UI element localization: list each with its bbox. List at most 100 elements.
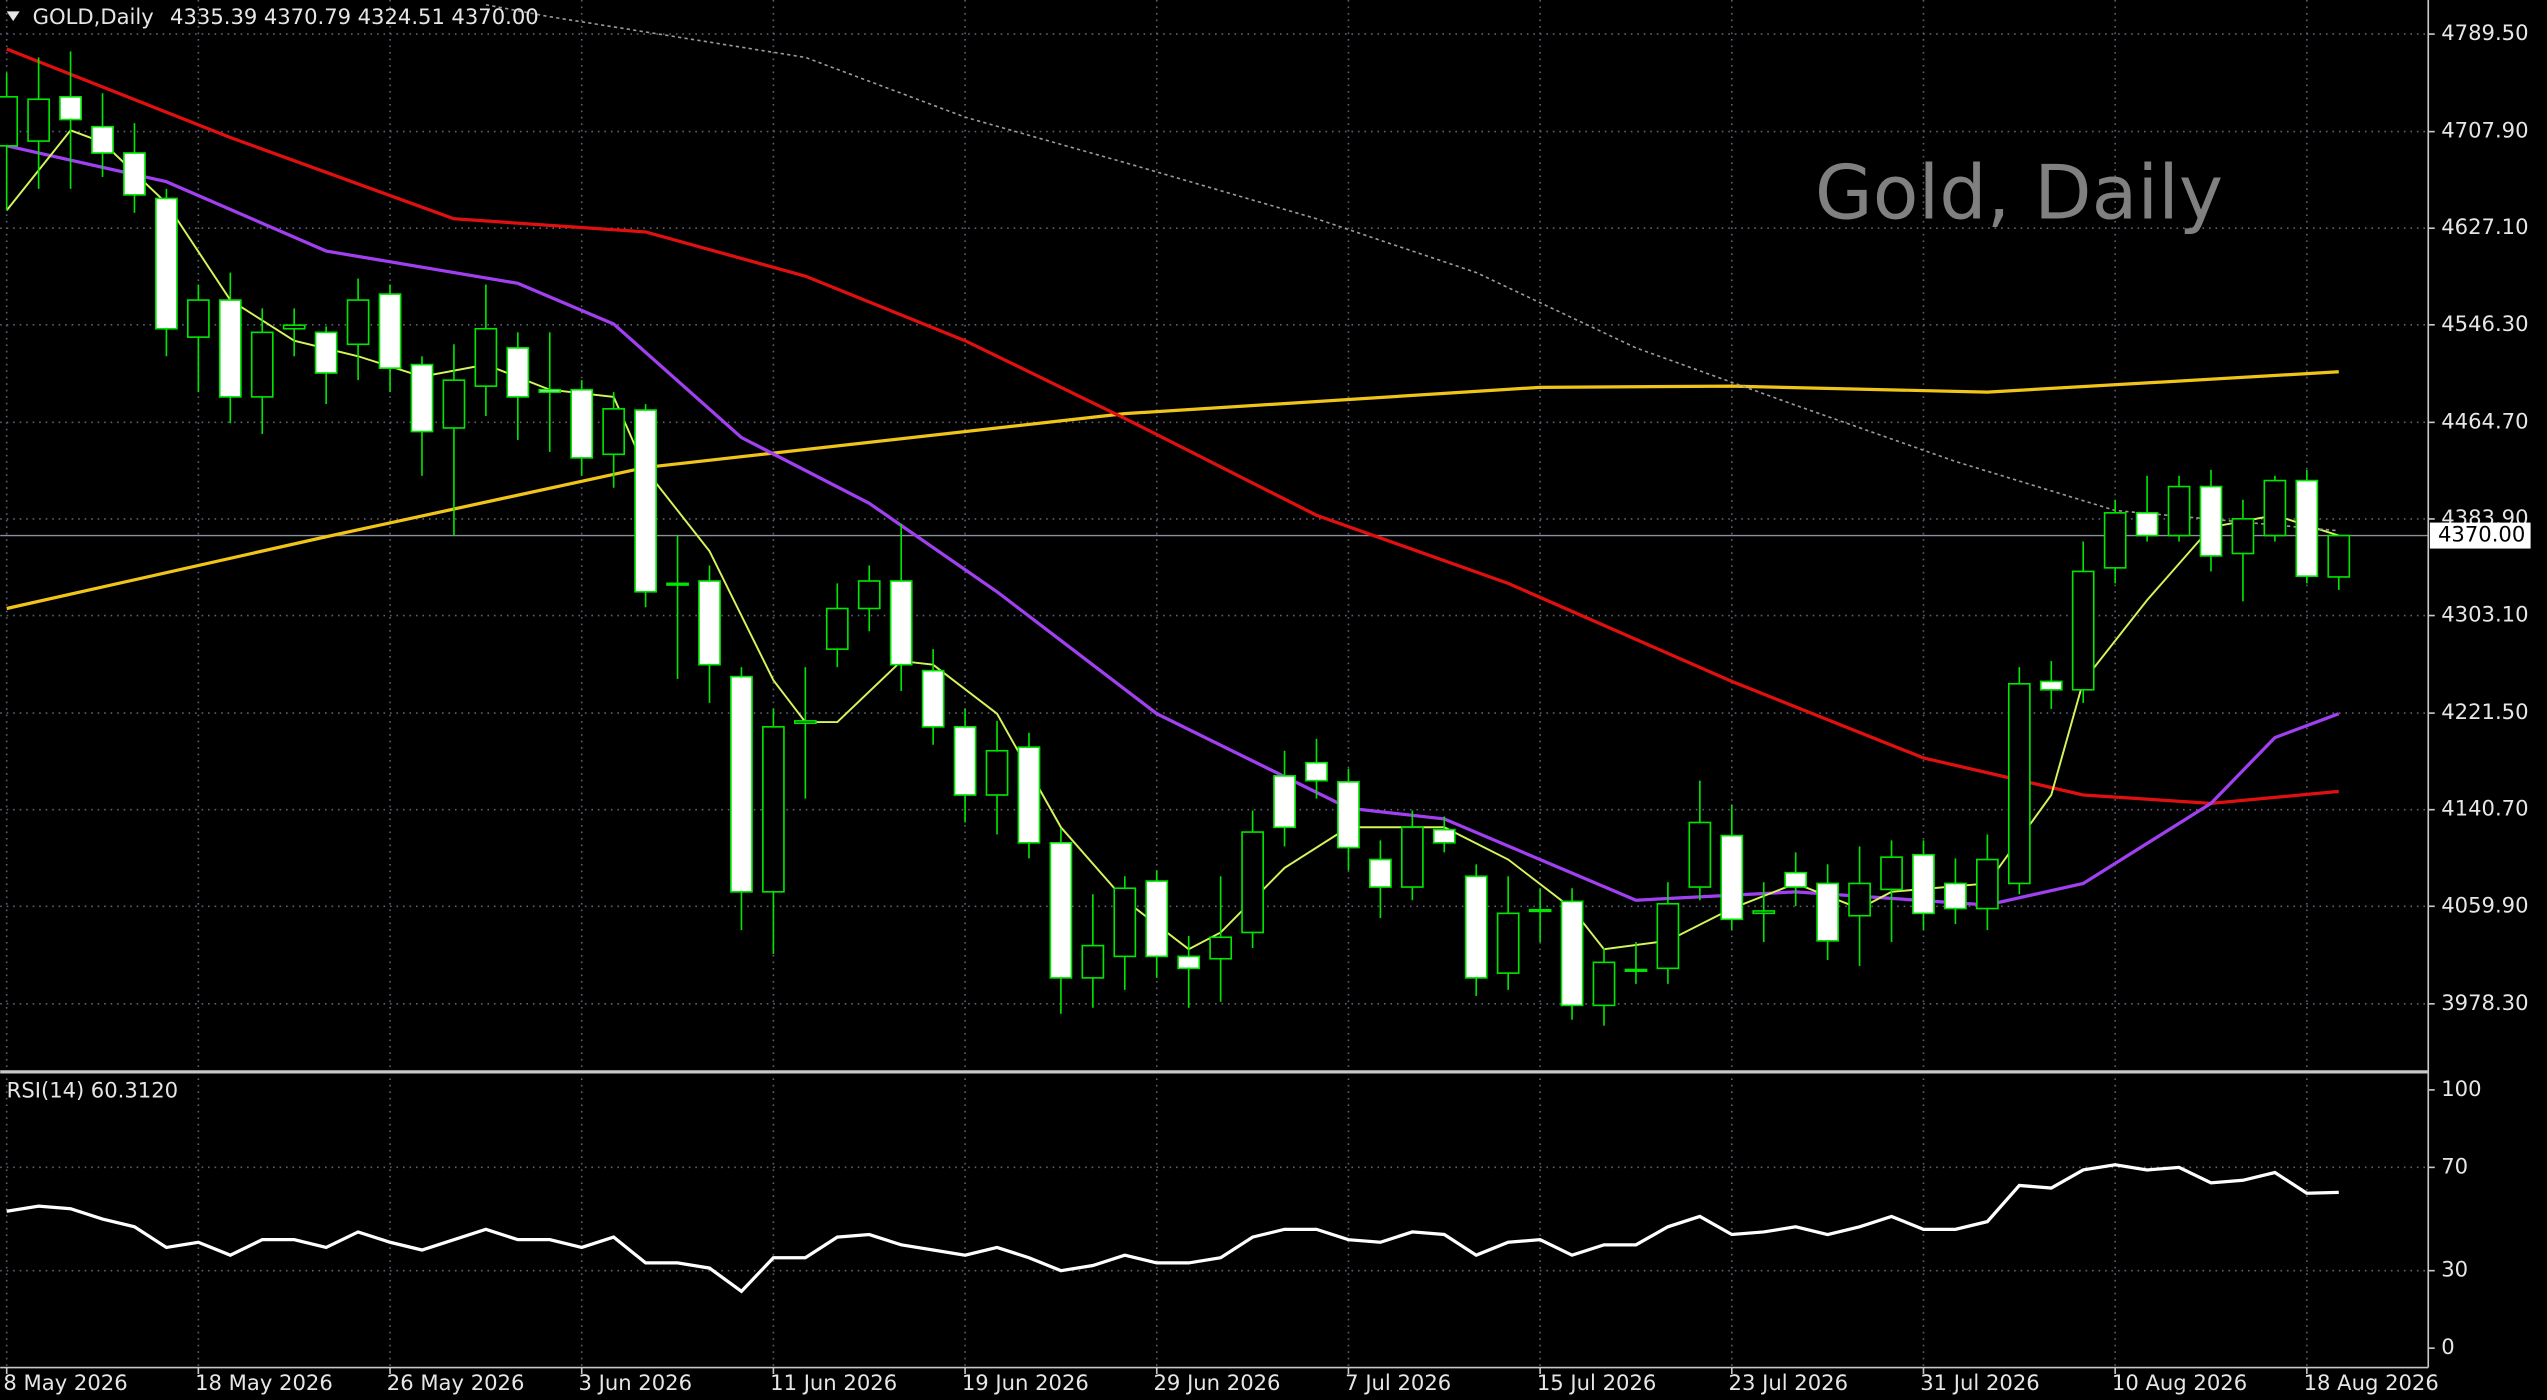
- axes: 8 May 2026 18 May 2026 26 May 2026 3 Jun 20…: [3, 20, 2531, 1395]
- candle-body: [1528, 908, 1552, 913]
- candle-body: [698, 580, 721, 666]
- x-tick-label: 10 Aug 2026: [2112, 1370, 2247, 1395]
- candle-body: [410, 363, 434, 433]
- x-tick-label: 29 Jun 2026: [1154, 1370, 1281, 1395]
- x-tick-label: 11 Jun 2026: [770, 1370, 897, 1395]
- candle-body: [953, 726, 977, 796]
- candle-body: [1880, 856, 1903, 891]
- candle-body: [1976, 858, 1999, 910]
- candle-body: [1369, 858, 1392, 888]
- price-label: 4370.00: [2438, 522, 2525, 547]
- x-tick-label: 26 May 2026: [387, 1370, 525, 1395]
- candle-body: [2327, 534, 2351, 578]
- ohlc-value: 4335.39: [170, 4, 257, 29]
- candle-body: [857, 580, 881, 610]
- candle-body: [2167, 485, 2191, 537]
- candle-body: [1848, 882, 1871, 917]
- candle-body: [730, 675, 753, 893]
- ohlc-value: 4370.79: [264, 4, 351, 29]
- candle-body: [1720, 834, 1744, 921]
- candle-body: [59, 96, 82, 121]
- candle-body: [1816, 882, 1840, 942]
- x-tick-label: 8 May 2026: [3, 1370, 127, 1395]
- candle-body: [250, 331, 274, 398]
- candle-body: [2135, 512, 2159, 537]
- candle-body: [2263, 479, 2287, 537]
- moving-average: [485, 3, 2339, 532]
- ohlc-value: 4370.00: [451, 4, 538, 29]
- candle-body: [1145, 880, 1169, 958]
- watermark: Gold, Daily: [1815, 150, 2223, 237]
- ohlc-value: 4324.51: [358, 4, 445, 29]
- y-tick-label: 4789.50: [2441, 20, 2528, 45]
- indicator-title: RSI(14): [7, 1077, 85, 1102]
- candle-body: [1432, 828, 1456, 844]
- y-tick-label: 4707.90: [2441, 118, 2528, 143]
- y-tick-label: 0: [2441, 1334, 2454, 1359]
- candle-body: [1305, 761, 1328, 782]
- candle-body: [762, 726, 785, 893]
- indicator-value: 60.3120: [91, 1077, 178, 1102]
- y-tick-label: 100: [2441, 1076, 2481, 1101]
- y-tick-label: 30: [2441, 1257, 2468, 1282]
- candle-body: [570, 388, 594, 459]
- candle-body: [602, 408, 626, 456]
- candle-body: [634, 409, 657, 593]
- candle-body: [123, 152, 146, 196]
- x-tick-label: 18 May 2026: [195, 1370, 333, 1395]
- y-tick-label: 4546.30: [2441, 311, 2528, 336]
- y-tick-label: 4221.50: [2441, 699, 2528, 724]
- candle-body: [474, 327, 498, 387]
- candle-body: [1496, 912, 1520, 974]
- candle-body: [442, 379, 466, 429]
- candle-body: [1912, 853, 1935, 915]
- y-tick-label: 4627.10: [2441, 214, 2528, 239]
- candle-body: [2199, 485, 2223, 557]
- candle-body: [91, 125, 114, 154]
- x-tick-label: 23 Jul 2026: [1729, 1370, 1848, 1395]
- indicator-line: [6, 1163, 2339, 1294]
- candle-body: [1592, 961, 1616, 1007]
- candle-body: [825, 607, 849, 650]
- candle-body: [1241, 831, 1264, 934]
- y-tick-label: 4140.70: [2441, 796, 2528, 821]
- candle-body: [282, 324, 306, 330]
- candle-body: [1113, 887, 1137, 958]
- candle-body: [2071, 570, 2095, 691]
- candle-body: [155, 197, 178, 330]
- moving-average: [6, 47, 2339, 805]
- y-tick-label: 4303.10: [2441, 602, 2528, 627]
- candle-body: [1081, 944, 1105, 979]
- candle-body: [1944, 882, 1967, 910]
- candle-body: [218, 299, 242, 398]
- candle-body: [506, 347, 530, 398]
- x-tick-label: 31 Jul 2026: [1920, 1370, 2039, 1395]
- candle-body: [0, 96, 19, 147]
- candle-body: [793, 720, 817, 725]
- candle-body: [889, 580, 913, 666]
- candle-body: [1400, 826, 1424, 888]
- candle-body: [2103, 512, 2127, 569]
- candle-body: [538, 388, 562, 393]
- plot: [0, 3, 2429, 1294]
- x-tick-label: 19 Jun 2026: [962, 1370, 1089, 1395]
- candle-body: [1209, 936, 1233, 960]
- candle-body: [921, 669, 945, 728]
- candle-body: [1177, 955, 1201, 970]
- candle-body: [1560, 900, 1584, 1007]
- menu-triangle[interactable]: [6, 11, 20, 22]
- candle-body: [1464, 875, 1488, 979]
- candle-body: [666, 582, 689, 586]
- candle-body: [378, 293, 402, 370]
- x-tick-label: 18 Aug 2026: [2304, 1370, 2439, 1395]
- candle-body: [186, 299, 210, 338]
- y-tick-label: 70: [2441, 1153, 2468, 1178]
- x-tick-label: 7 Jul 2026: [1345, 1370, 1451, 1395]
- candle-body: [1337, 781, 1360, 849]
- moving-average: [6, 370, 2339, 611]
- candle-body: [1273, 775, 1296, 829]
- x-tick-label: 15 Jul 2026: [1537, 1370, 1656, 1395]
- x-tick-label: 3 Jun 2026: [578, 1370, 692, 1395]
